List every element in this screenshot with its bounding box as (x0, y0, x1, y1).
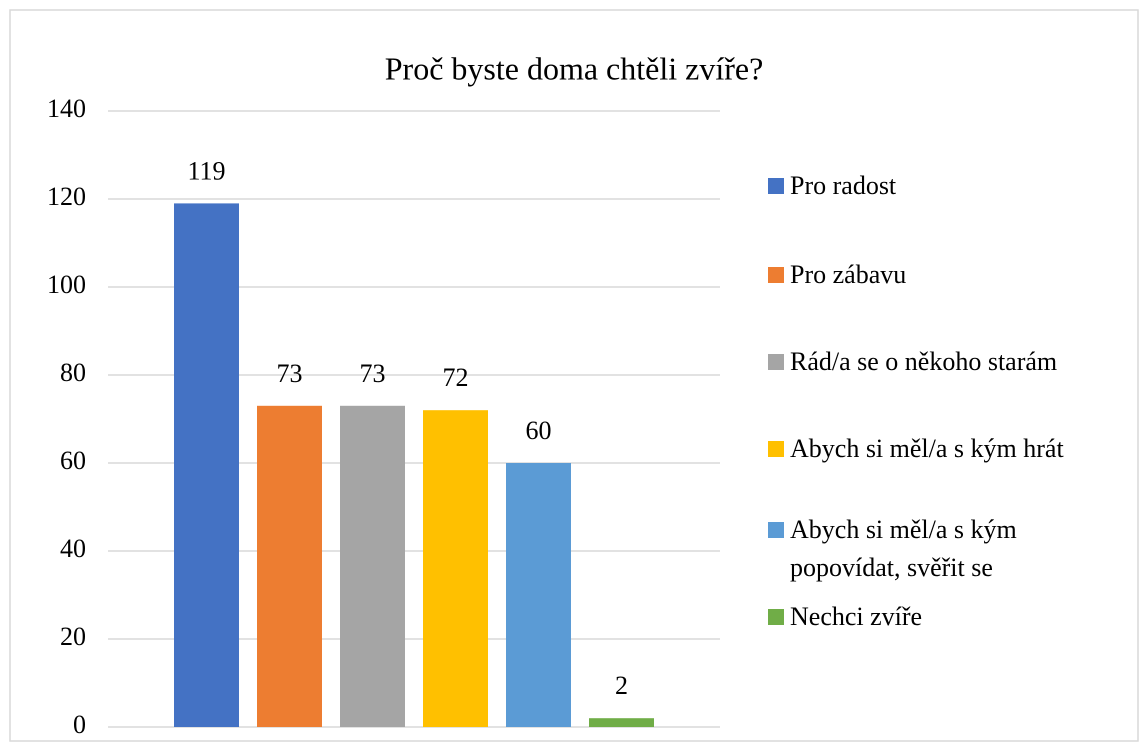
y-tick-label: 0 (73, 710, 86, 739)
legend-item: Pro zábavu (768, 256, 1100, 294)
legend-item: Nechci zvíře (768, 598, 1100, 636)
bar (423, 410, 488, 727)
y-tick-label: 60 (60, 446, 86, 475)
legend-swatch (768, 267, 784, 283)
chart-title: Proč byste doma chtěli zvíře? (385, 50, 764, 86)
legend-item: Rád/a se o někoho starám (768, 343, 1100, 381)
legend-item: Abych si měl/a s kým hrát (768, 430, 1100, 468)
y-tick-label: 40 (60, 534, 86, 563)
bar (589, 718, 654, 727)
data-label: 72 (443, 363, 469, 392)
legend-item: Abych si měl/a s kým popovídat, svěřit s… (768, 511, 1100, 587)
y-tick-label: 140 (47, 94, 86, 123)
data-label: 60 (526, 416, 552, 445)
data-label: 73 (277, 359, 303, 388)
legend-label: Abych si měl/a s kým popovídat, svěřit s… (790, 515, 1017, 582)
legend-label: Pro radost (790, 171, 897, 200)
legend-swatch (768, 441, 784, 457)
legend-item: Pro radost (768, 167, 1100, 205)
data-label: 73 (360, 359, 386, 388)
data-label: 119 (187, 156, 225, 185)
legend-swatch (768, 609, 784, 625)
bar (506, 463, 571, 727)
legend-swatch (768, 178, 784, 194)
y-tick-label: 80 (60, 358, 86, 387)
legend-swatch (768, 522, 784, 538)
y-tick-label: 120 (47, 182, 86, 211)
bar (340, 405, 405, 727)
legend-label: Rád/a se o někoho starám (790, 347, 1058, 376)
bar (257, 405, 322, 727)
legend-swatch (768, 354, 784, 370)
data-label: 2 (615, 671, 628, 700)
legend-label: Nechci zvíře (790, 602, 923, 631)
legend-label: Abych si měl/a s kým hrát (790, 434, 1064, 463)
legend-label: Pro zábavu (790, 260, 907, 289)
y-tick-label: 20 (60, 622, 86, 651)
y-tick-label: 100 (47, 270, 86, 299)
bar (174, 203, 239, 727)
